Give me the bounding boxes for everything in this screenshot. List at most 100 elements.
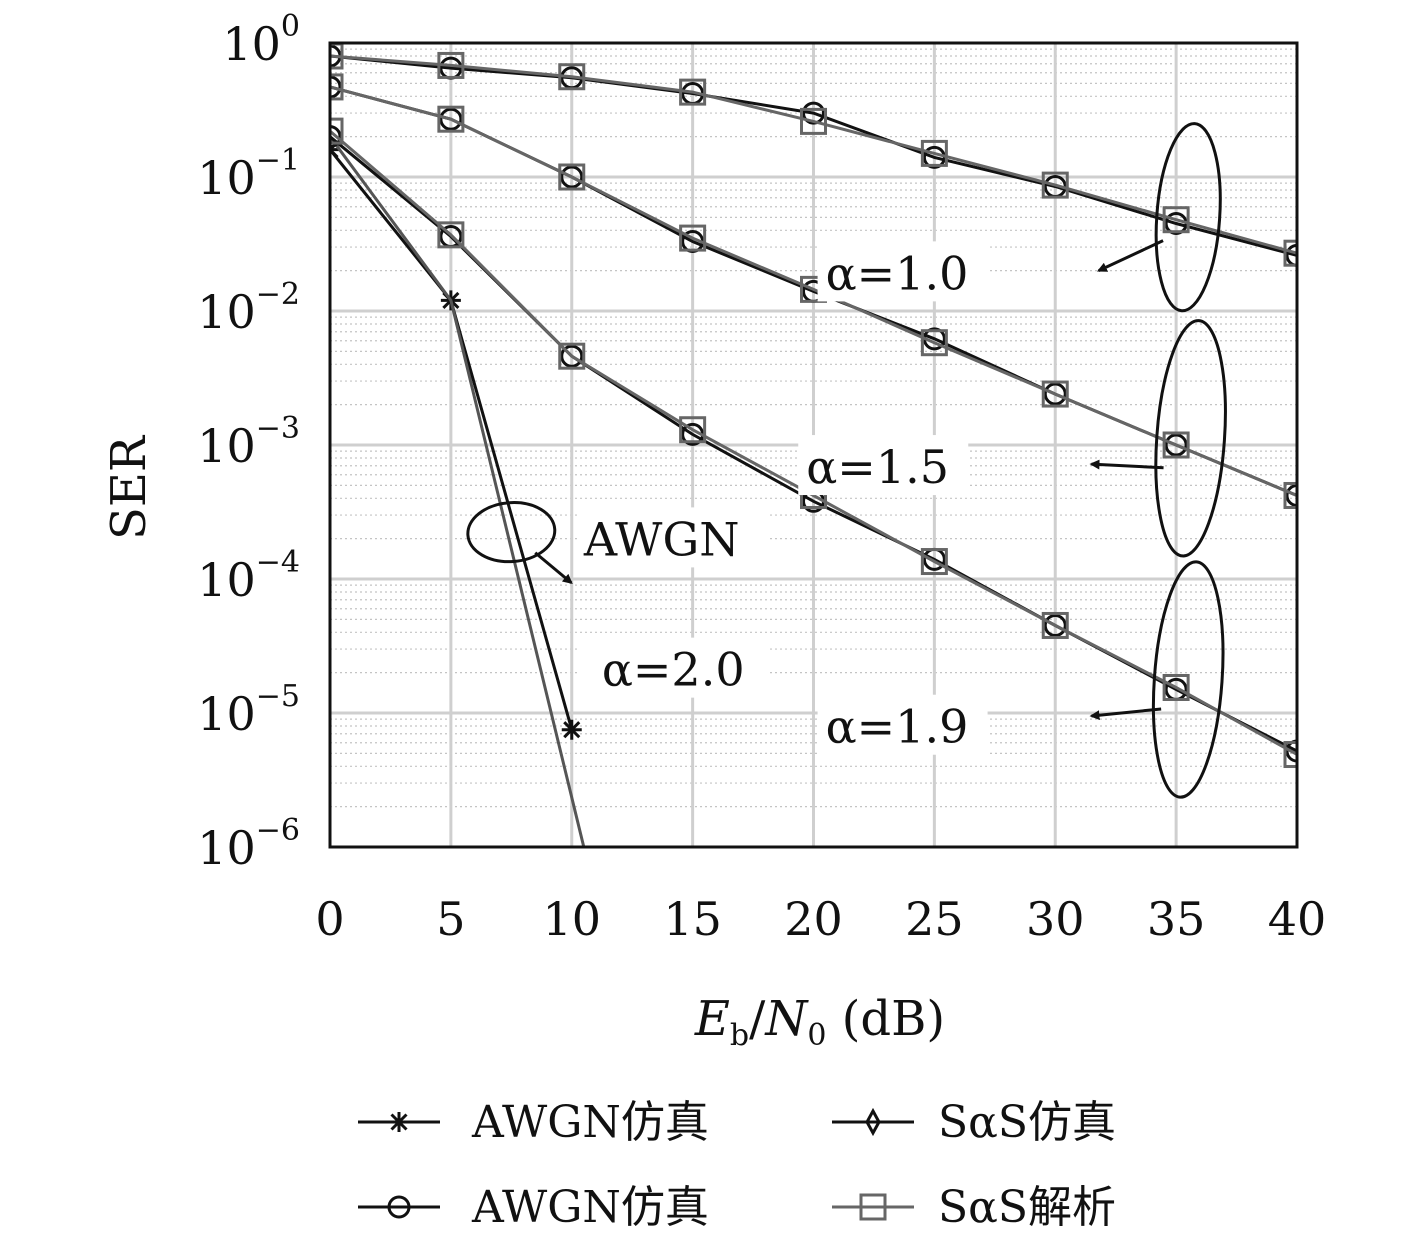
marker-diamond — [865, 1107, 881, 1137]
marker-circle — [802, 101, 825, 125]
x-label-e: E — [694, 991, 730, 1047]
square-marker-shape — [1162, 673, 1190, 701]
square-marker-shape — [330, 73, 344, 101]
x-tick-label: 25 — [905, 892, 964, 946]
marker-square — [558, 63, 586, 91]
marker-square — [1162, 206, 1190, 234]
annotations: α=1.0 α=1.5 α=1.9 AWGN α=2.0 — [466, 122, 1227, 799]
annotation-label-bg — [817, 241, 988, 302]
y-tick-exponent: −6 — [256, 813, 300, 848]
y-tick-base: 10 — [197, 151, 256, 205]
y-tick-label: 100 — [222, 9, 300, 71]
square-marker-shape — [1283, 481, 1297, 509]
annotation-label-bg — [577, 507, 768, 568]
star-stroke — [330, 147, 339, 159]
x-axis-label: Eb/N0 (dB) — [694, 991, 945, 1053]
y-tick-label: 10−5 — [197, 679, 300, 741]
series-line — [330, 135, 586, 847]
marker-square — [800, 107, 827, 135]
annotation-label-bg — [798, 435, 969, 496]
marker-square — [1283, 239, 1297, 267]
marker-square — [859, 1193, 887, 1221]
y-axis-label: SER — [101, 434, 157, 540]
legend-marker-star — [389, 1112, 409, 1132]
legend: AWGN仿真 SαS仿真 AWGN仿真 SαS解析 — [358, 1097, 1116, 1233]
marker-square — [1041, 380, 1069, 408]
circle-marker-shape — [1285, 243, 1297, 267]
y-tick-exponent: −2 — [256, 277, 300, 312]
annotation-ellipse — [1154, 122, 1222, 313]
series-line — [330, 54, 1297, 255]
annotation-arrow — [1089, 459, 1164, 470]
circle-marker-shape — [1285, 483, 1297, 507]
y-tick-base: 10 — [197, 285, 256, 339]
y-tick-exponent: −1 — [256, 143, 300, 178]
square-marker-shape — [679, 224, 707, 252]
circle-marker-shape — [560, 344, 584, 368]
annotation-1: α=1.5 — [798, 319, 1227, 558]
x-label-slash: / — [749, 991, 766, 1047]
circle-marker-shape — [802, 101, 825, 125]
diamond-marker-shape — [865, 1107, 881, 1137]
square-marker-shape — [1041, 611, 1069, 639]
square-marker-shape — [1162, 431, 1190, 459]
legend-label: AWGN仿真 — [471, 1182, 709, 1233]
annotation-0: α=1.0 — [817, 122, 1222, 313]
square-marker-shape — [1283, 239, 1297, 267]
marker-square — [330, 117, 344, 145]
marker-circle — [1043, 382, 1067, 406]
marker-square — [437, 105, 465, 133]
series-7 — [330, 117, 1297, 769]
legend-entry-sas-sim: SαS仿真 — [832, 1097, 1116, 1148]
x-label-n: N — [764, 991, 809, 1047]
square-marker-shape — [558, 342, 586, 370]
series-1 — [330, 135, 586, 847]
y-tick-base: 10 — [197, 553, 256, 607]
square-marker-shape — [330, 43, 344, 70]
legend-label: AWGN仿真 — [471, 1097, 709, 1148]
marker-star — [561, 719, 582, 740]
circle-marker-shape — [1285, 739, 1297, 763]
annotation-label: α=1.5 — [806, 440, 949, 494]
x-label-sub-b: b — [730, 1018, 749, 1053]
circle-marker-shape — [1043, 613, 1067, 637]
annotation-arrow — [1089, 707, 1162, 721]
series-line — [330, 129, 1297, 756]
square-marker-shape — [1283, 741, 1297, 769]
annotation-ellipse — [1151, 560, 1225, 799]
star-stroke — [390, 1113, 408, 1131]
square-marker-shape — [330, 117, 344, 145]
y-tick-base: 10 — [197, 687, 256, 741]
square-marker-shape — [1162, 206, 1190, 234]
marker-square — [558, 342, 586, 370]
square-marker-shape — [437, 105, 465, 133]
square-marker-shape — [558, 163, 586, 191]
marker-square — [679, 78, 707, 106]
square-marker-shape — [558, 63, 586, 91]
x-label-unit: (dB) — [826, 991, 945, 1047]
series-line — [330, 54, 1297, 257]
plot-frame — [328, 41, 1299, 849]
series-3 — [330, 43, 1297, 267]
square-marker-shape — [859, 1193, 887, 1221]
marker-square — [1283, 481, 1297, 509]
marker-square — [679, 416, 707, 444]
y-tick-base: 10 — [197, 821, 256, 875]
x-tick-label: 10 — [542, 892, 601, 946]
marker-star — [389, 1112, 409, 1132]
x-tick-label: 20 — [784, 892, 843, 946]
annotation-label-2: α=2.0 — [602, 643, 745, 697]
square-marker-shape — [437, 51, 465, 79]
x-tick-label: 30 — [1026, 892, 1085, 946]
y-tick-exponent: −5 — [256, 679, 300, 714]
marker-square — [558, 163, 586, 191]
square-marker-shape — [1041, 171, 1069, 199]
marker-square — [1041, 171, 1069, 199]
marker-circle — [1164, 433, 1188, 457]
x-tick-label: 40 — [1268, 892, 1327, 946]
annotation-3: AWGN α=2.0 — [466, 501, 768, 698]
legend-marker-square — [859, 1193, 887, 1221]
legend-marker-diamond — [865, 1107, 881, 1137]
x-label-sub-0: 0 — [807, 1018, 826, 1053]
legend-label: SαS仿真 — [938, 1097, 1116, 1148]
